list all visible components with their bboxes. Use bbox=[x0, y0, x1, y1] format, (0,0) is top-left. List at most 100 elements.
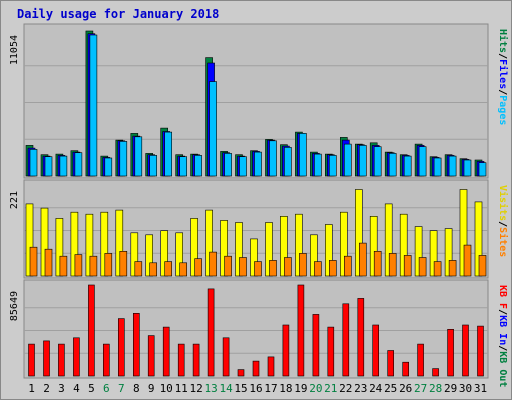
x-tick-label: 15 bbox=[234, 382, 247, 395]
bar-sites-day-11 bbox=[179, 262, 187, 277]
bar-sites-day-8 bbox=[134, 261, 143, 277]
bar-sites-day-6 bbox=[104, 253, 113, 277]
bar-kb-f-day-6 bbox=[103, 343, 110, 377]
bar-visits-day-23 bbox=[354, 189, 363, 277]
bar-kb-f-day-31 bbox=[477, 325, 484, 377]
bar-sites-day-25 bbox=[388, 253, 397, 277]
bar-sites-day-3 bbox=[59, 255, 68, 277]
x-tick-label: 17 bbox=[264, 382, 277, 395]
bar-visits-day-20 bbox=[310, 234, 318, 277]
bar-visits-day-17 bbox=[265, 222, 273, 277]
bar-pages-day-2 bbox=[44, 156, 53, 177]
panel-top-max-label: 11054 bbox=[9, 35, 20, 65]
bar-visits-day-10 bbox=[160, 230, 168, 277]
x-tick-label: 2 bbox=[43, 382, 50, 395]
bar-sites-day-31 bbox=[478, 255, 487, 277]
bar-visits-day-4 bbox=[70, 211, 79, 277]
bar-visits-day-9 bbox=[145, 234, 153, 277]
bar-visits-day-27 bbox=[414, 226, 423, 277]
x-tick-label: 8 bbox=[133, 382, 140, 395]
bar-sites-day-14 bbox=[224, 255, 232, 277]
bar-visits-day-2 bbox=[40, 207, 49, 277]
x-tick-label: 18 bbox=[279, 382, 292, 395]
panel-bottom-max-label: 85649 bbox=[9, 291, 20, 321]
bar-kb-f-day-28 bbox=[432, 368, 439, 377]
bar-pages-day-12 bbox=[194, 155, 202, 177]
bar-pages-day-23 bbox=[358, 145, 367, 177]
panel-mid-side-legend: Visits/Sites bbox=[497, 185, 509, 257]
bar-pages-day-18 bbox=[284, 147, 292, 177]
bar-sites-day-17 bbox=[269, 260, 277, 277]
bar-kb-f-day-29 bbox=[447, 328, 454, 377]
x-tick-label: 25 bbox=[384, 382, 397, 395]
bar-visits-day-11 bbox=[175, 232, 183, 277]
x-tick-label: 30 bbox=[459, 382, 472, 395]
bar-kb-f-day-20 bbox=[312, 314, 320, 377]
legend-top-4: Pages bbox=[497, 95, 508, 125]
bar-visits-day-16 bbox=[250, 238, 258, 277]
legend-top-0: Hits bbox=[497, 29, 509, 53]
bar-pages-day-30 bbox=[463, 159, 472, 177]
bar-visits-day-1 bbox=[25, 203, 34, 277]
bar-sites-day-13 bbox=[209, 251, 217, 277]
bar-visits-day-31 bbox=[474, 201, 483, 277]
bar-pages-day-5 bbox=[89, 34, 98, 177]
x-tick-label: 12 bbox=[189, 382, 202, 395]
bar-visits-day-8 bbox=[130, 232, 139, 277]
bar-kb-f-day-11 bbox=[177, 343, 185, 377]
x-tick-label: 4 bbox=[73, 382, 80, 395]
bar-visits-day-14 bbox=[220, 220, 228, 277]
bar-pages-day-15 bbox=[239, 156, 247, 177]
bar-sites-day-16 bbox=[254, 261, 262, 277]
bar-sites-day-10 bbox=[164, 261, 172, 277]
bar-sites-day-20 bbox=[314, 261, 322, 277]
bar-sites-day-9 bbox=[149, 262, 157, 277]
bar-sites-day-26 bbox=[403, 255, 412, 277]
chart-title: Daily usage for January 2018 bbox=[17, 7, 219, 21]
x-tick-label: 29 bbox=[444, 382, 457, 395]
bar-pages-day-24 bbox=[373, 146, 382, 177]
bar-pages-day-16 bbox=[254, 151, 262, 177]
legend-top-1: / bbox=[497, 53, 508, 59]
bar-visits-day-24 bbox=[369, 216, 378, 277]
bar-sites-day-12 bbox=[194, 258, 202, 277]
panel-mid-max-label: 221 bbox=[9, 191, 20, 209]
bar-pages-day-29 bbox=[448, 155, 457, 177]
bar-pages-day-19 bbox=[299, 133, 307, 177]
bar-pages-day-11 bbox=[179, 156, 187, 177]
legend-bottom-0: KB F bbox=[497, 285, 508, 309]
bar-visits-day-18 bbox=[280, 216, 288, 277]
x-tick-label: 26 bbox=[399, 382, 412, 395]
legend-mid-0: Visits bbox=[497, 185, 509, 221]
legend-top-3: / bbox=[497, 89, 508, 95]
bar-sites-day-21 bbox=[328, 260, 337, 277]
bar-pages-day-7 bbox=[119, 141, 128, 177]
bar-pages-day-1 bbox=[29, 149, 38, 177]
bar-kb-f-day-21 bbox=[327, 326, 335, 377]
x-tick-label: 14 bbox=[219, 382, 233, 395]
bar-pages-day-10 bbox=[164, 131, 172, 177]
x-tick-label: 10 bbox=[160, 382, 173, 395]
legend-mid-2: Sites bbox=[497, 227, 509, 257]
bar-pages-day-3 bbox=[59, 155, 68, 177]
bar-kb-f-day-13 bbox=[207, 288, 215, 377]
bar-sites-day-27 bbox=[418, 257, 427, 277]
bar-sites-day-7 bbox=[119, 251, 128, 277]
bar-visits-day-15 bbox=[235, 222, 243, 277]
bar-kb-f-day-17 bbox=[267, 356, 275, 377]
bar-pages-day-6 bbox=[104, 157, 113, 177]
bar-kb-f-day-3 bbox=[58, 343, 65, 377]
bar-pages-day-28 bbox=[433, 157, 442, 177]
x-tick-label: 5 bbox=[88, 382, 95, 395]
bar-kb-f-day-4 bbox=[73, 337, 80, 377]
bar-sites-day-24 bbox=[373, 251, 382, 277]
legend-bottom-4: KB Out bbox=[497, 351, 508, 387]
x-tick-label: 20 bbox=[309, 382, 322, 395]
bar-pages-day-4 bbox=[74, 152, 83, 177]
bar-visits-day-30 bbox=[459, 189, 468, 277]
panel-bottom-side-legend: KB F/KB In/KB Out bbox=[497, 285, 508, 387]
bar-kb-f-day-18 bbox=[282, 324, 290, 377]
bar-kb-f-day-22 bbox=[342, 303, 350, 377]
bar-sites-day-15 bbox=[239, 257, 247, 277]
